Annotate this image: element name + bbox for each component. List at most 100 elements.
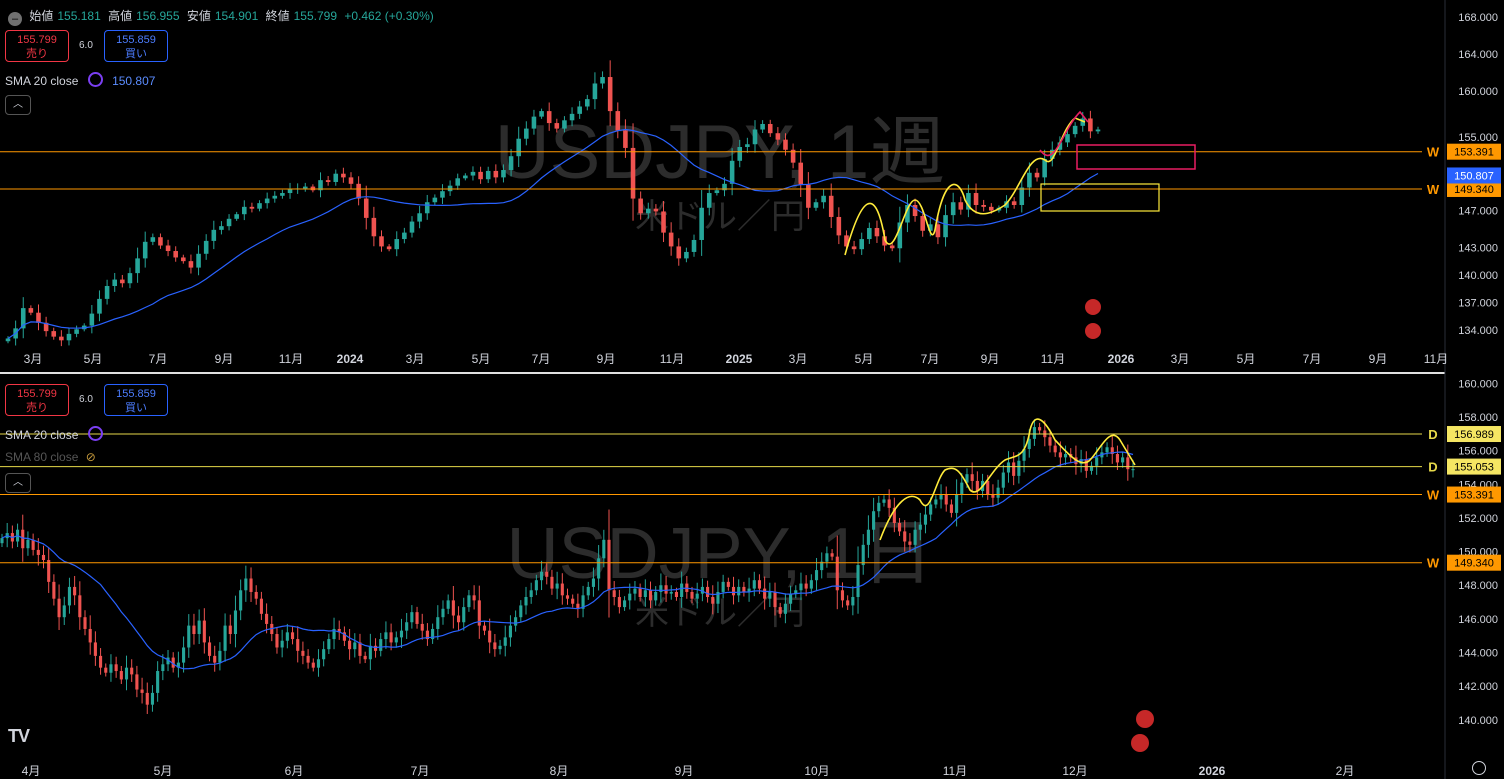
buy-price-bottom: 155.859 <box>116 388 156 400</box>
candle-body <box>348 177 354 184</box>
candle-body <box>1012 462 1016 476</box>
candle-body <box>653 208 659 212</box>
low-label: 安値 <box>186 9 211 23</box>
candle-body <box>57 598 61 618</box>
watermark-name-0: 米ドル／円 <box>635 198 805 236</box>
candle-body <box>325 180 331 182</box>
candle-body <box>485 170 491 180</box>
spread-value: 6.0 <box>79 40 93 51</box>
change-value: +0.462 (+0.30%) <box>344 9 434 23</box>
close-label: 終値 <box>265 9 290 23</box>
candle-body <box>721 581 725 592</box>
candle-body <box>420 623 424 631</box>
candle-body <box>508 625 512 638</box>
candle-body <box>813 202 819 208</box>
sma20-settings-icon[interactable] <box>87 426 103 441</box>
candle-body <box>275 634 279 648</box>
high-value: 156.955 <box>136 9 180 23</box>
candle-body <box>373 645 378 651</box>
sma-legend-top[interactable]: SMA 20 close 150.807 <box>5 72 155 88</box>
candle-body <box>783 139 788 150</box>
level-badge <box>1447 143 1501 160</box>
candle-body <box>120 279 125 284</box>
candle-body <box>874 228 880 237</box>
buy-button[interactable]: 155.859 買い <box>104 30 168 62</box>
candle-body <box>379 236 384 247</box>
candle-body <box>970 474 974 481</box>
candle-body <box>555 583 559 589</box>
sma-badge-label: 150.807 <box>1454 170 1494 182</box>
settings-gear-icon[interactable] <box>1472 761 1486 775</box>
candle-body <box>114 664 118 672</box>
candle-body <box>586 586 590 596</box>
x-tick-label: 9月 <box>215 352 234 366</box>
candle-body <box>425 630 429 640</box>
level-marker: W <box>1427 488 1440 503</box>
candle-body <box>768 591 772 599</box>
candle-body <box>654 591 658 601</box>
sma-settings-icon[interactable] <box>87 72 103 87</box>
candle-body <box>645 208 651 214</box>
candle-body <box>384 632 388 640</box>
candle-body <box>989 206 994 211</box>
collapse-indicators-button[interactable]: ︿ <box>5 95 31 115</box>
buy-label: 買い <box>125 48 147 60</box>
buy-button-bottom[interactable]: 155.859 買い <box>104 384 168 416</box>
sell-button-bottom[interactable]: 155.799 売り <box>5 384 69 416</box>
candle-body <box>83 617 87 629</box>
x-tick-label: 7月 <box>411 764 430 778</box>
level-marker: D <box>1428 460 1437 475</box>
candle-body <box>680 583 684 598</box>
candle-body <box>135 258 140 274</box>
candle-body <box>623 600 627 608</box>
x-tick-label: 7月 <box>1303 352 1322 366</box>
sma80-legend-bottom[interactable]: SMA 80 close ⊘ <box>5 450 96 464</box>
candle-body <box>923 514 928 525</box>
candle-body <box>668 232 674 247</box>
open-label: 始値 <box>29 9 54 23</box>
collapse-indicators-button-bottom[interactable]: ︿ <box>5 473 31 493</box>
candle-body <box>996 487 1000 498</box>
candle-body <box>104 667 108 673</box>
candle-body <box>97 298 102 314</box>
candle-body <box>226 218 232 227</box>
candle-body <box>389 632 393 643</box>
candle-body <box>1095 129 1101 132</box>
x-tick-label: 2026 <box>1199 764 1226 778</box>
candle-body <box>1001 472 1005 488</box>
candle-body <box>576 603 580 609</box>
candle-body <box>1011 201 1017 205</box>
candle-body <box>846 600 850 606</box>
candle-body <box>327 639 331 650</box>
candle-body <box>973 193 979 205</box>
candle-body <box>150 237 156 242</box>
collapse-legend-icon[interactable]: – <box>8 12 22 26</box>
candle-body <box>1042 158 1047 178</box>
candle-body <box>1088 118 1093 132</box>
candle-body <box>265 613 269 624</box>
candle-body <box>1058 452 1062 458</box>
candle-body <box>1126 457 1130 470</box>
candle-body <box>600 77 605 84</box>
candle-body <box>592 83 598 100</box>
candle-body <box>821 195 826 203</box>
sma20-legend-bottom[interactable]: SMA 20 close <box>5 426 103 442</box>
candle-body <box>488 630 492 643</box>
candle-body <box>296 639 300 651</box>
ohlc-legend: – 始値 155.181 高値 156.955 安値 154.901 終値 155.79… <box>8 7 438 26</box>
candle-body <box>1017 460 1021 476</box>
candle-body <box>950 202 956 216</box>
candle-body <box>981 204 986 207</box>
level-marker: W <box>1427 145 1440 160</box>
y-tick-label: 140.000 <box>1458 715 1498 727</box>
level-badge-label: 149.340 <box>1454 558 1494 570</box>
candle-body <box>1131 469 1135 471</box>
candle-body <box>244 578 248 591</box>
y-tick-label: 134.000 <box>1458 325 1498 337</box>
candle-body <box>78 595 82 618</box>
sma80-hidden-icon[interactable]: ⊘ <box>85 450 96 464</box>
sell-button[interactable]: 155.799 売り <box>5 30 69 62</box>
candle-body <box>197 620 201 635</box>
candle-body <box>171 657 175 668</box>
